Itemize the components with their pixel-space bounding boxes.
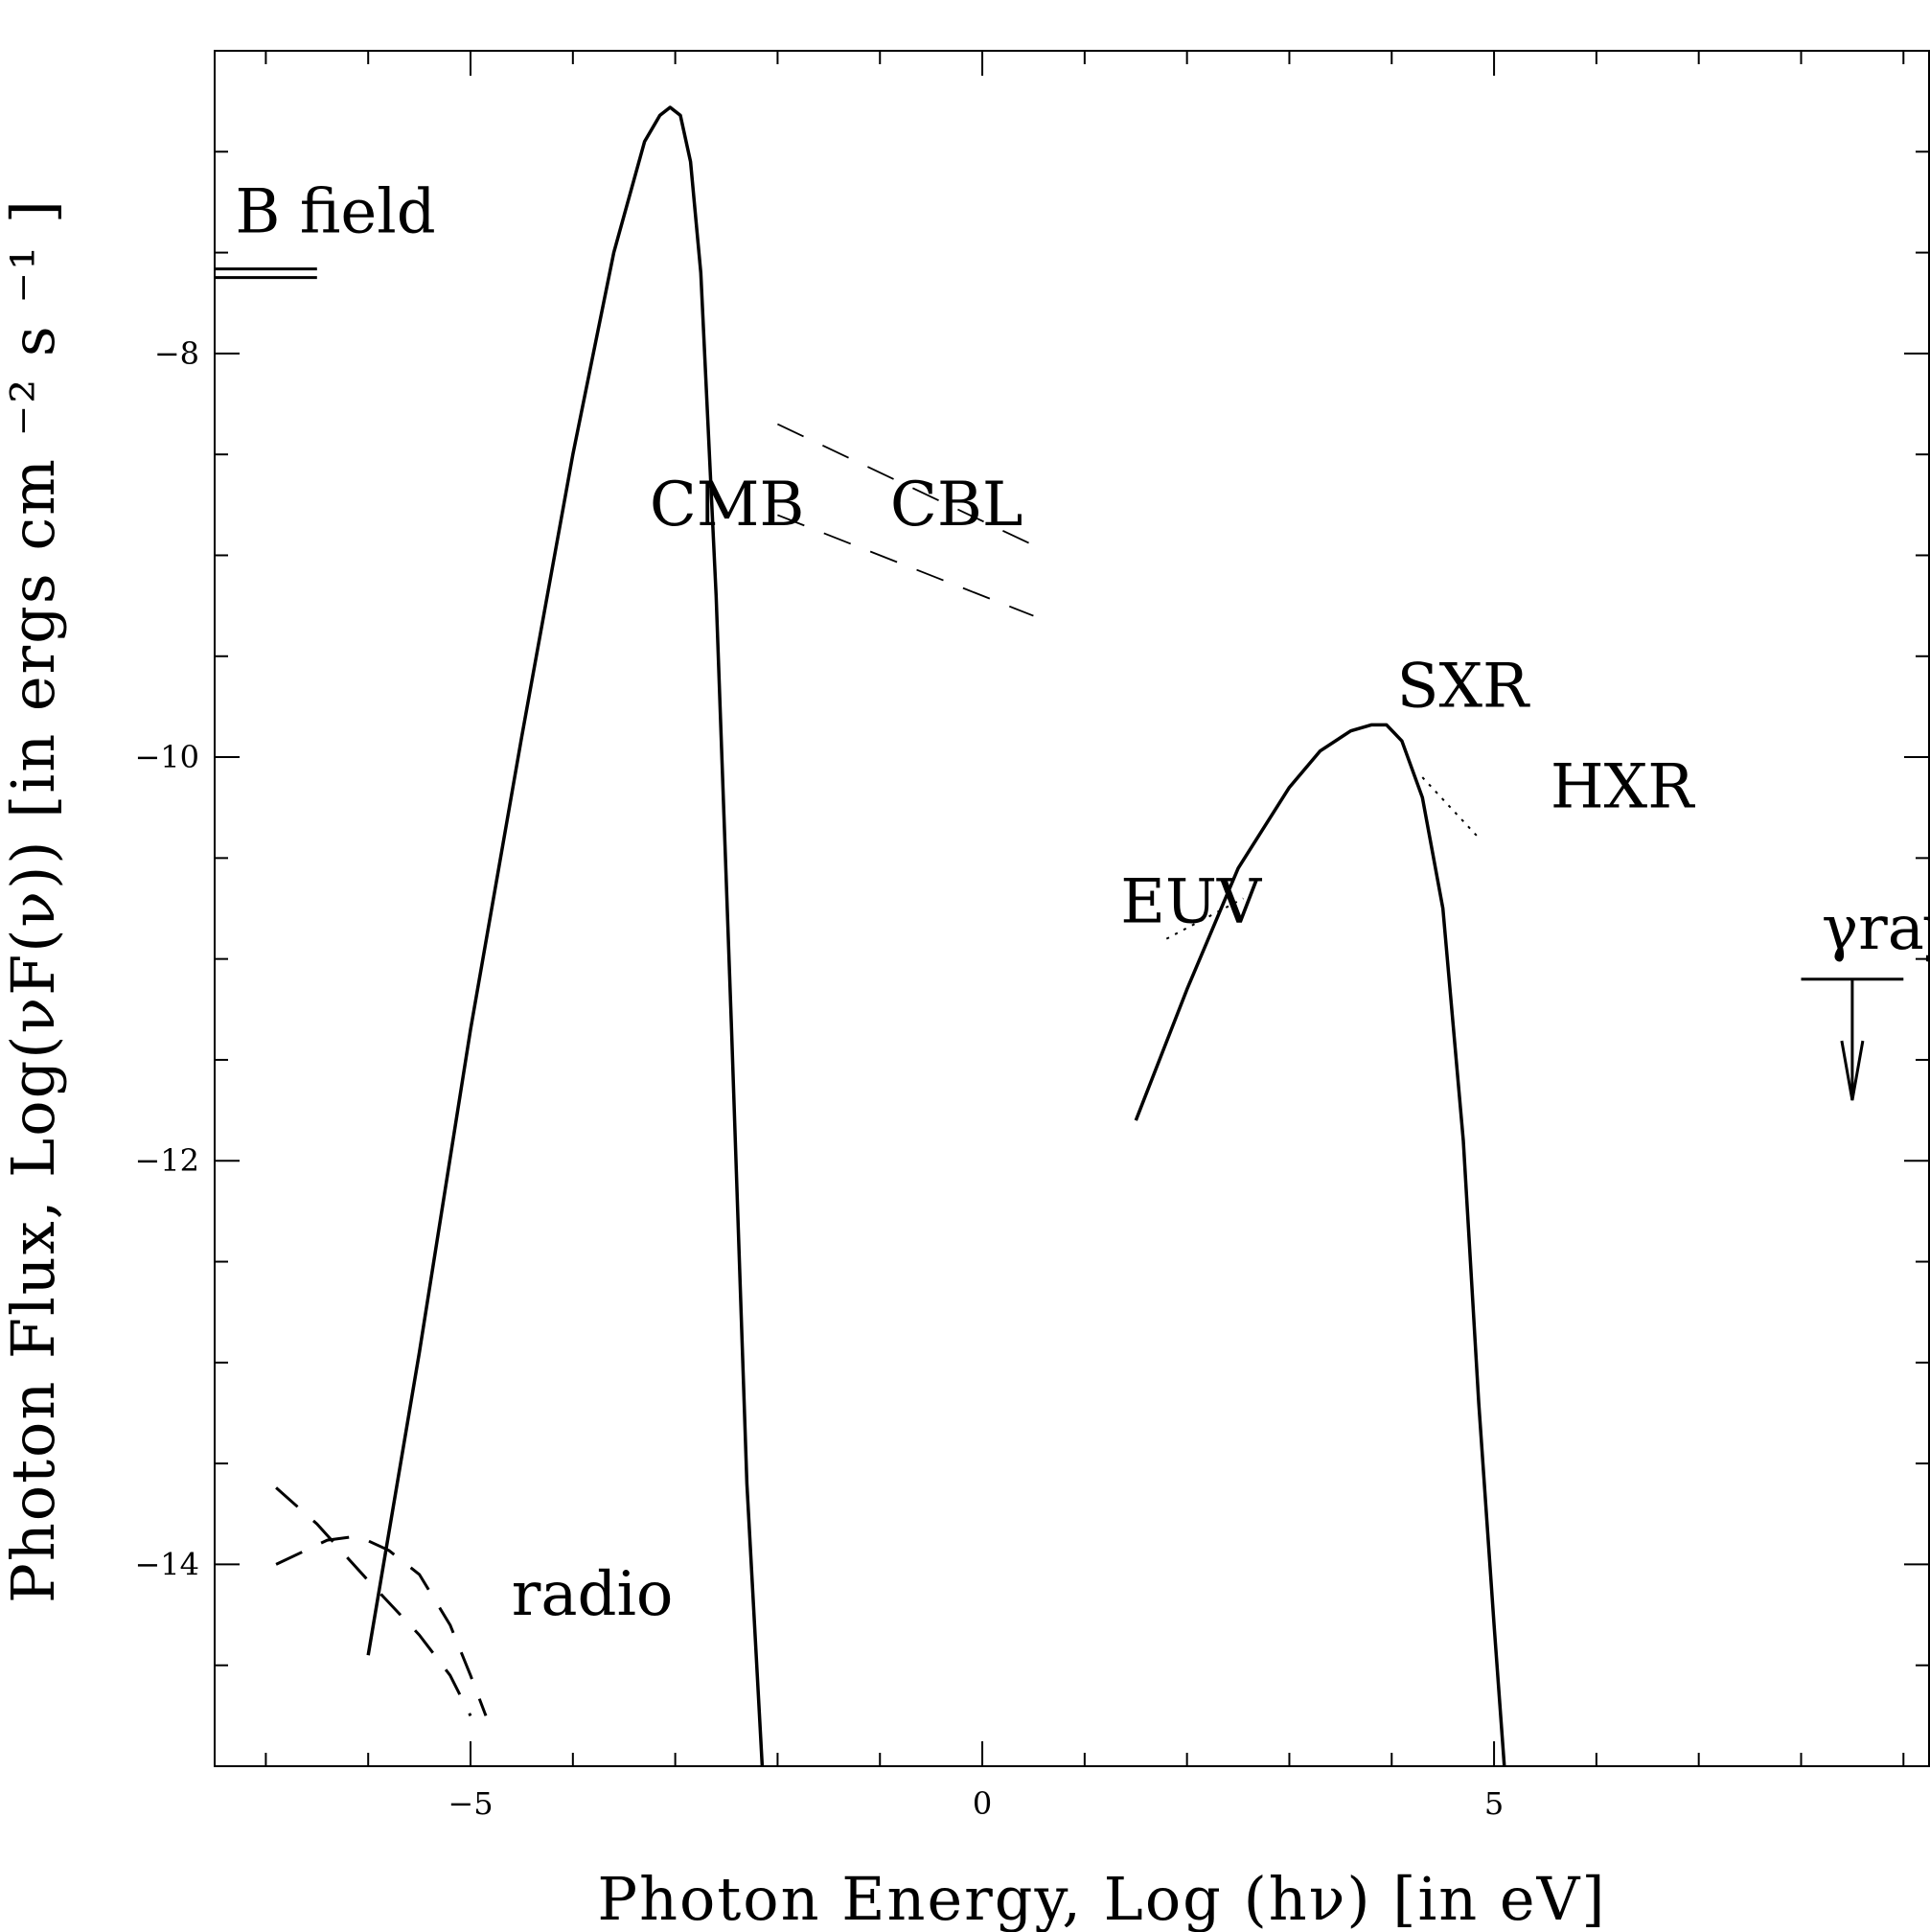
x-axis-title: Photon Energy, Log (hν) [in eV]: [597, 1864, 1606, 1932]
series-radio-line: [275, 1486, 472, 1717]
x-tick-label: −5: [448, 1785, 493, 1822]
y-tick-label: −12: [134, 1142, 199, 1179]
y-tick-label: −14: [134, 1546, 199, 1582]
tick-labels-group: −5 0 5 −8 −10 −12 −14: [134, 335, 1504, 1822]
annotation-b-field: B field: [235, 177, 435, 248]
x-tick-label: 0: [973, 1785, 992, 1822]
annotation-cmb: CMB: [650, 470, 805, 540]
y-axis-title: Photon Flux, Log(νF(ν)) [in ergs cm ⁻² s…: [0, 198, 68, 1603]
annotations-group: B field CMB CBL SXR HXR EUV γrays radio: [235, 177, 1930, 1631]
x-tick-label: 5: [1484, 1785, 1504, 1822]
y-tick-label: −10: [134, 739, 199, 775]
annotation-γrays: γrays: [1822, 893, 1930, 964]
series-hxr-line: [1421, 776, 1480, 839]
annotation-sxr: SXR: [1397, 651, 1530, 722]
gamma-rays-arrow-head: [1840, 1040, 1865, 1101]
annotation-hxr: HXR: [1551, 752, 1695, 823]
annotation-euv: EUV: [1120, 867, 1263, 938]
series-cmb-line: [366, 105, 765, 1767]
series-group: [275, 105, 1506, 1767]
plot-frame: [214, 50, 1930, 1767]
ticks-group: [215, 50, 1929, 1767]
series-sxr-line: [1134, 723, 1506, 1767]
y-tick-label: −8: [154, 335, 199, 372]
limits-group: [215, 267, 1904, 1101]
annotation-cbl: CBL: [890, 470, 1023, 540]
annotation-radio: radio: [512, 1559, 674, 1630]
series-radio-line: [275, 1534, 488, 1716]
